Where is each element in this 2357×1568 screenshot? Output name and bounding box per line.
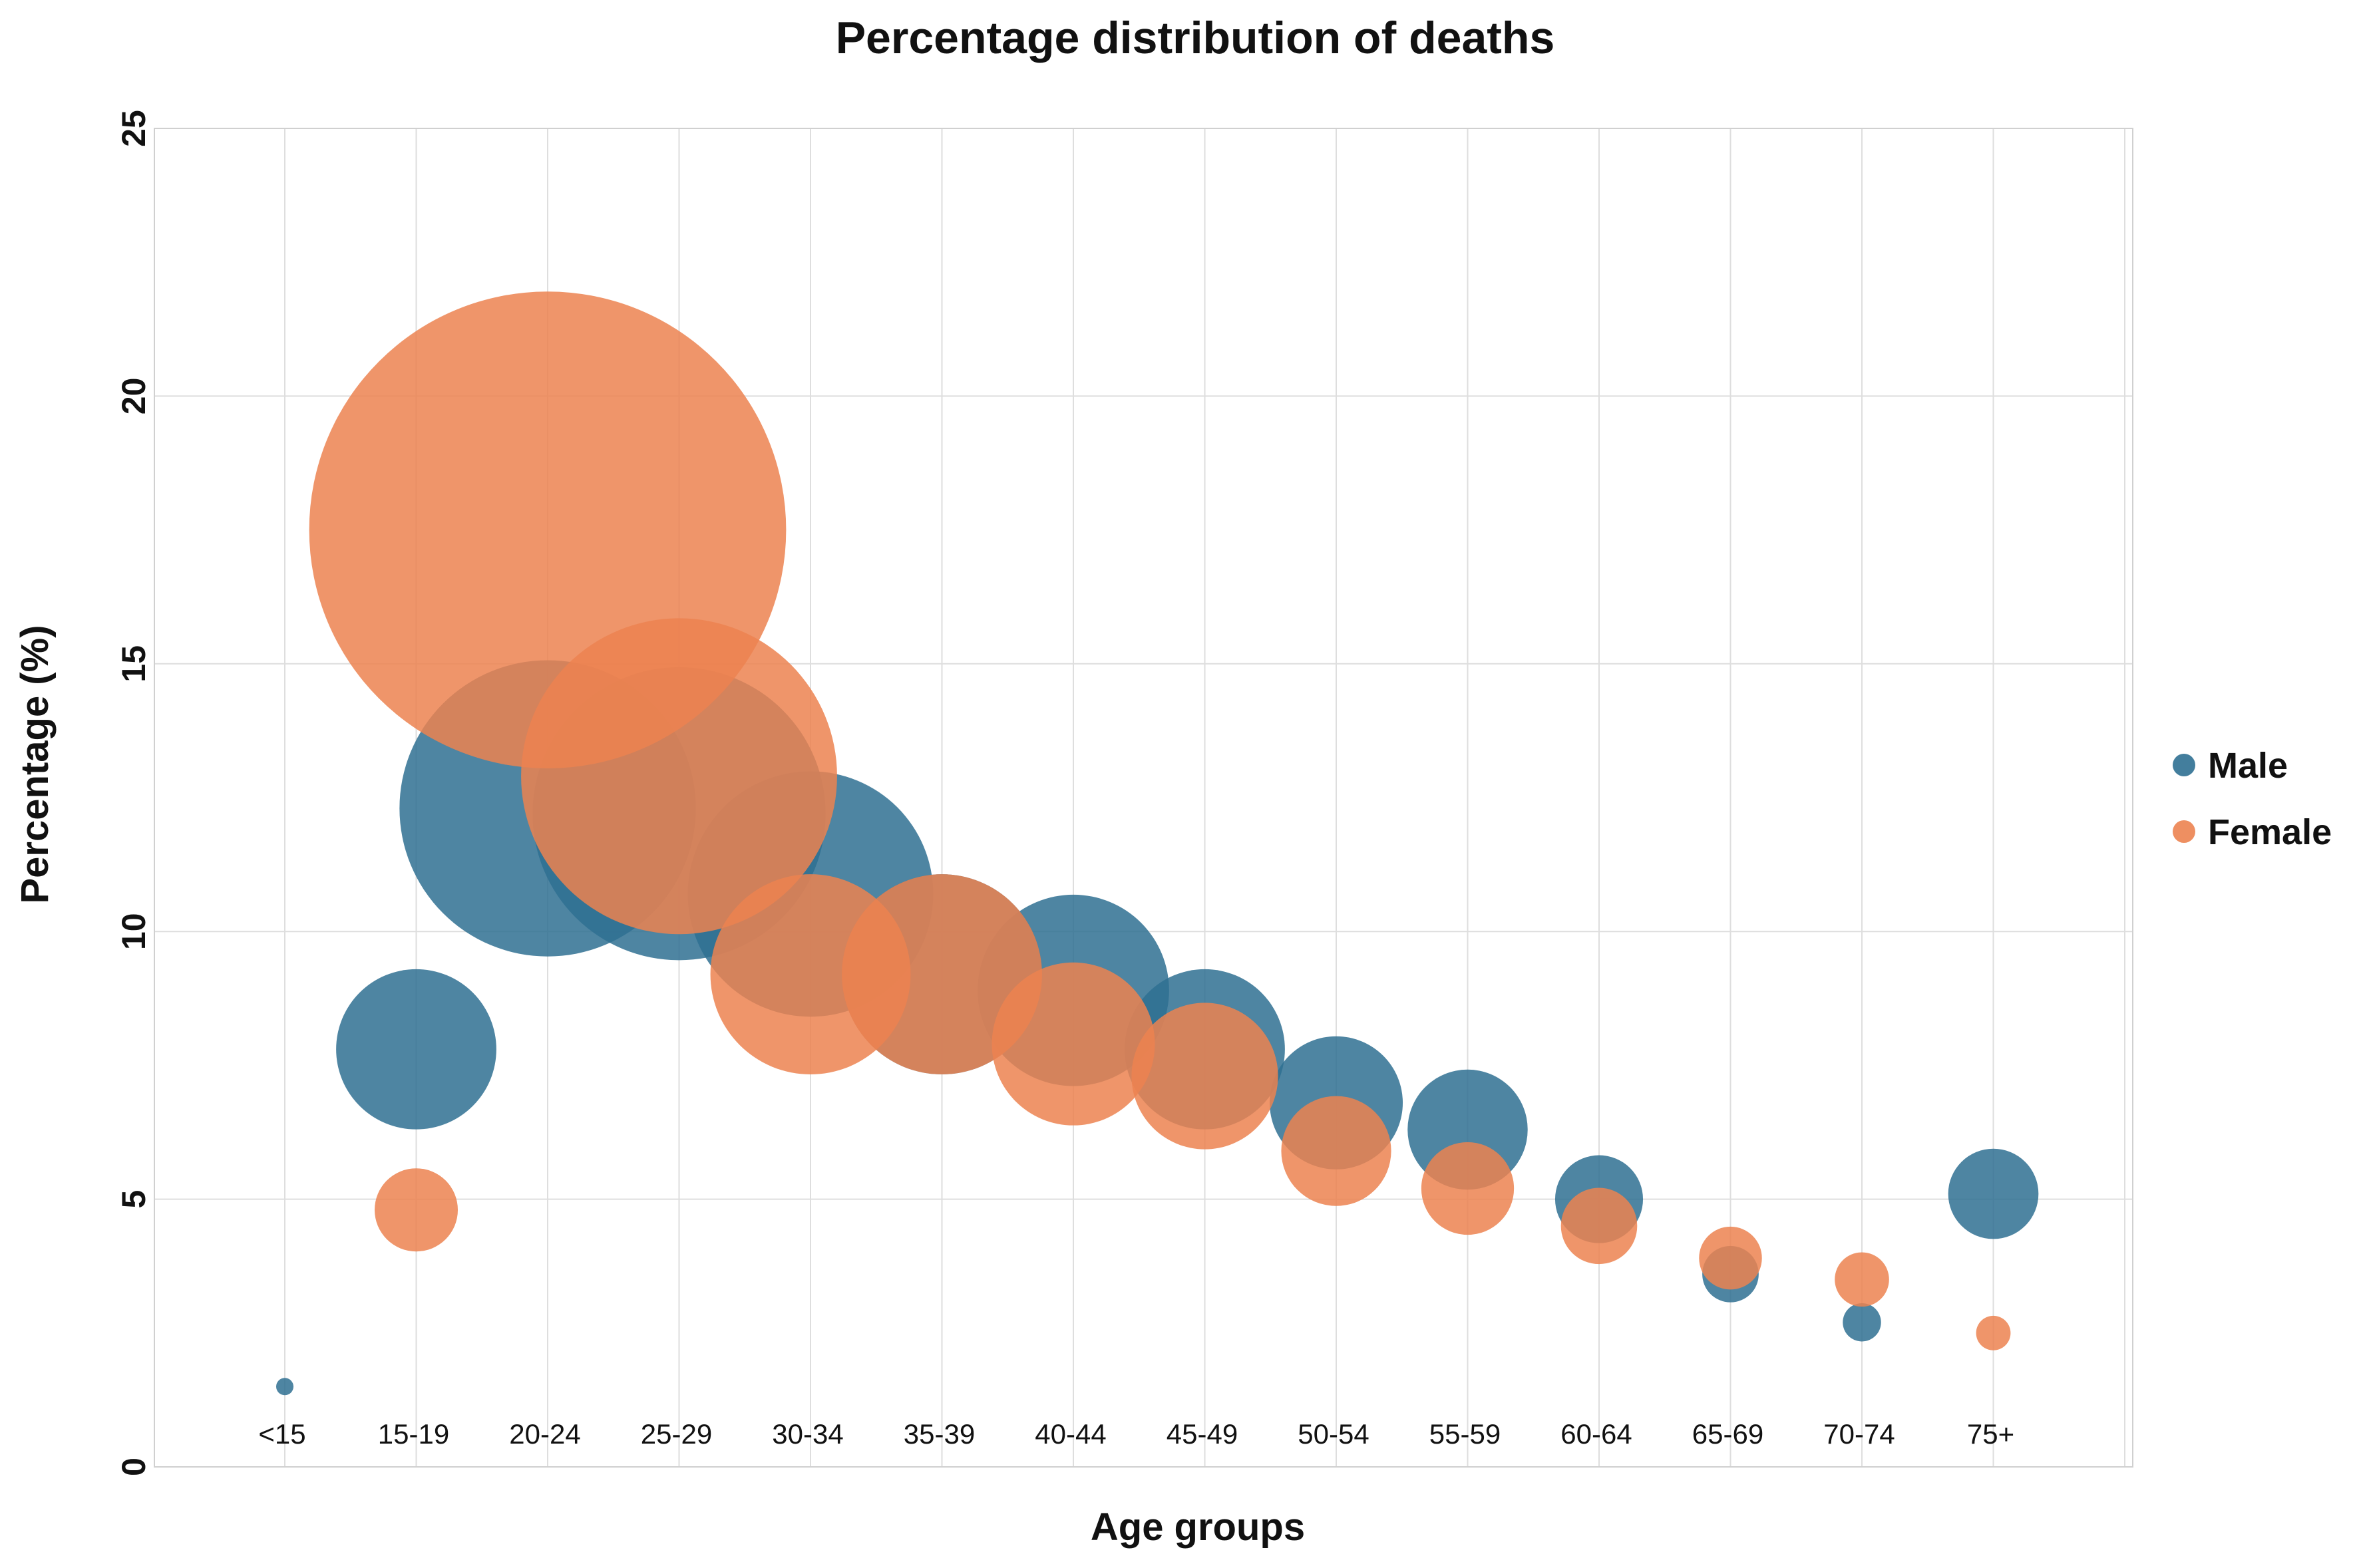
bubble-female-75+ xyxy=(1976,1315,2011,1350)
bubble-male-<15 xyxy=(276,1378,293,1396)
y-axis-title: Percentage (%) xyxy=(13,625,57,903)
x-axis-title: Age groups xyxy=(1091,1505,1305,1549)
x-tick-label: 25-29 xyxy=(641,1418,712,1450)
y-tick-label: 5 xyxy=(115,1190,152,1209)
x-tick-label: 30-34 xyxy=(772,1418,843,1450)
y-tick-label: 15 xyxy=(115,645,152,683)
y-tick-label: 10 xyxy=(115,913,152,950)
x-tick-label: 20-24 xyxy=(509,1418,580,1450)
legend-swatch-male xyxy=(2173,754,2195,776)
grid-layer xyxy=(154,128,2133,1468)
y-tick-label: 0 xyxy=(115,1458,152,1476)
y-tick-label: 20 xyxy=(115,378,152,415)
bubble-female-60-64 xyxy=(1560,1187,1638,1265)
bubble-female-65-69 xyxy=(1699,1226,1762,1290)
x-tick-label: 55-59 xyxy=(1429,1418,1501,1450)
bubble-female-40-44 xyxy=(992,962,1155,1126)
bubble-female-55-59 xyxy=(1421,1142,1515,1235)
y-tick-label: 25 xyxy=(115,110,152,147)
x-tick-label: 40-44 xyxy=(1035,1418,1106,1450)
bubble-female-50-54 xyxy=(1281,1096,1391,1206)
bubble-male-70-74 xyxy=(1843,1303,1881,1342)
bubble-female-70-74 xyxy=(1835,1252,1889,1307)
x-tick-label: 75+ xyxy=(1967,1418,2014,1450)
chart-title: Percentage distribution of deaths xyxy=(836,13,1555,63)
bubble-male-15-19 xyxy=(336,969,496,1130)
bubble-female-35-39 xyxy=(842,874,1042,1075)
legend-label-male: Male xyxy=(2208,746,2288,786)
bubble-female-25-29 xyxy=(521,618,837,935)
x-tick-label: 60-64 xyxy=(1560,1418,1632,1450)
bubble-male-75+ xyxy=(1948,1148,2039,1239)
legend-swatch-female xyxy=(2173,820,2195,843)
bubble-female-15-19 xyxy=(374,1168,458,1252)
legend-label-female: Female xyxy=(2208,812,2332,852)
tick-layer: 0 5 10 15 20 25 <15 15-19 20-24 25-29 30-34 35-39 40… xyxy=(115,110,2014,1476)
x-tick-label: 15-19 xyxy=(378,1418,449,1450)
x-tick-label: 45-49 xyxy=(1167,1418,1238,1450)
x-tick-label: 50-54 xyxy=(1298,1418,1369,1450)
x-tick-label: 70-74 xyxy=(1823,1418,1895,1450)
legend: Male Female xyxy=(2173,746,2332,852)
x-tick-label: <15 xyxy=(258,1418,305,1450)
x-tick-label: 65-69 xyxy=(1692,1418,1763,1450)
plot-frame xyxy=(154,128,2133,1468)
x-tick-label: 35-39 xyxy=(904,1418,975,1450)
bubble-female-45-49 xyxy=(1131,1003,1278,1150)
bubble-layer xyxy=(276,291,2039,1396)
